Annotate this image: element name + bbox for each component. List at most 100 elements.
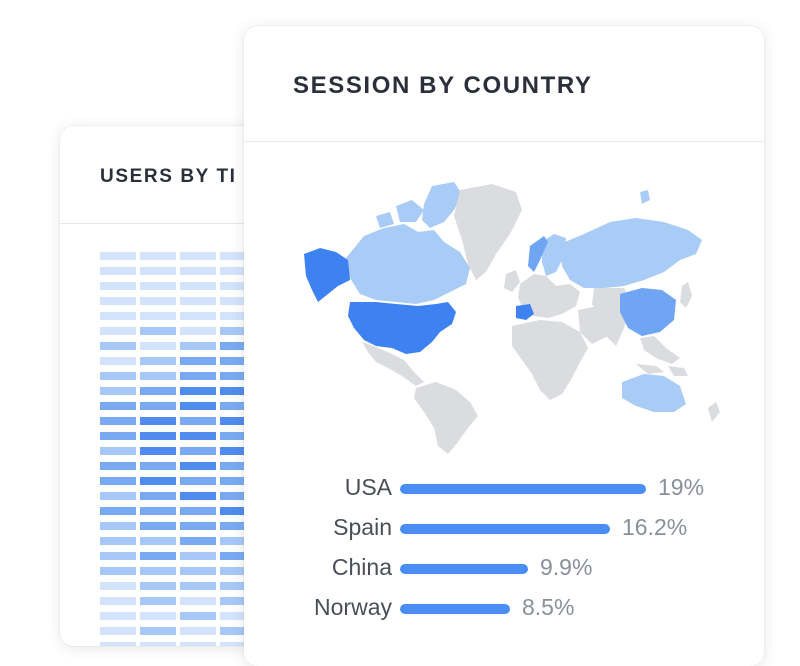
country-value: 19%	[658, 474, 705, 500]
session-by-country-card: SESSION BY COUNTRY	[244, 26, 764, 666]
heatmap-cell	[180, 612, 216, 620]
heatmap-cell	[100, 492, 136, 500]
heatmap-cell	[140, 492, 176, 500]
heatmap-cell	[140, 552, 176, 560]
heatmap-cell	[140, 297, 176, 305]
country-value: 8.5%	[522, 594, 575, 620]
heatmap-cell	[220, 357, 256, 365]
map-japan	[680, 282, 692, 308]
heatmap-cell	[100, 612, 136, 620]
heatmap-cell	[140, 432, 176, 440]
map-norway	[528, 236, 548, 272]
heatmap-cell	[220, 537, 256, 545]
heatmap-cell	[140, 372, 176, 380]
heatmap-cell	[140, 477, 176, 485]
heatmap-cell	[140, 342, 176, 350]
heatmap-cell	[180, 447, 216, 455]
heatmap-cell	[100, 567, 136, 575]
heatmap-cell	[180, 357, 216, 365]
heatmap-cell	[180, 462, 216, 470]
country-name: China	[331, 554, 392, 580]
heatmap-cell	[180, 402, 216, 410]
map-canada	[346, 224, 470, 304]
heatmap-cell	[140, 612, 176, 620]
map-africa	[512, 320, 588, 400]
heatmap-cell	[220, 462, 256, 470]
country-name: Norway	[314, 594, 392, 620]
heatmap-cell	[140, 267, 176, 275]
heatmap-cell	[100, 357, 136, 365]
heatmap-cell	[180, 477, 216, 485]
heatmap-cell	[140, 447, 176, 455]
heatmap-cell	[180, 507, 216, 515]
map-se-asia	[640, 336, 680, 364]
heatmap-cell	[220, 312, 256, 320]
heatmap-cell	[100, 312, 136, 320]
heatmap-cell	[100, 342, 136, 350]
users-card-title: USERS BY TI	[100, 166, 237, 187]
heatmap-cell	[180, 492, 216, 500]
heatmap-cell	[140, 282, 176, 290]
heatmap-cell	[140, 417, 176, 425]
map-russia-island	[640, 190, 650, 204]
heatmap-cell	[220, 552, 256, 560]
heatmap-cell	[100, 477, 136, 485]
heatmap-cell	[220, 507, 256, 515]
heatmap-cell	[140, 312, 176, 320]
map-china	[620, 288, 676, 336]
country-value: 9.9%	[540, 554, 593, 580]
heatmap-cell	[140, 537, 176, 545]
country-bar	[400, 484, 646, 494]
world-map	[304, 182, 720, 454]
heatmap-cell	[220, 252, 256, 260]
heatmap-cell	[180, 372, 216, 380]
country-row: China 9.9%	[244, 554, 764, 584]
heatmap-cell	[220, 522, 256, 530]
map-south-america	[414, 382, 478, 454]
map-arctic-islands	[376, 200, 424, 228]
heatmap-cell	[220, 342, 256, 350]
heatmap-cell	[220, 492, 256, 500]
heatmap-cell	[220, 267, 256, 275]
heatmap-cell	[140, 642, 176, 646]
country-bar	[400, 604, 510, 614]
heatmap-cell	[140, 507, 176, 515]
country-row: Norway 8.5%	[244, 594, 764, 624]
country-bar-fill	[400, 564, 528, 574]
country-value: 16.2%	[622, 514, 688, 540]
session-card-header: SESSION BY COUNTRY	[244, 26, 764, 142]
country-row: Spain 16.2%	[244, 514, 764, 544]
map-new-zealand	[708, 402, 720, 422]
heatmap-cell	[220, 387, 256, 395]
heatmap-cell	[100, 417, 136, 425]
heatmap-cell	[220, 327, 256, 335]
heatmap-cell	[180, 522, 216, 530]
heatmap-cell	[100, 447, 136, 455]
heatmap-cell	[100, 327, 136, 335]
country-bar-fill	[400, 524, 610, 534]
heatmap-cell	[220, 402, 256, 410]
heatmap-cell	[180, 312, 216, 320]
map-indonesia	[636, 364, 688, 376]
heatmap-cell	[100, 507, 136, 515]
heatmap-cell	[100, 627, 136, 635]
heatmap-cell	[100, 552, 136, 560]
heatmap-cell	[180, 252, 216, 260]
map-spain	[516, 304, 534, 320]
heatmap-cell	[180, 567, 216, 575]
heatmap-cell	[220, 297, 256, 305]
map-uk	[504, 270, 520, 292]
map-scandinavia	[542, 234, 566, 276]
heatmap-cell	[220, 582, 256, 590]
heatmap-cell	[140, 567, 176, 575]
heatmap-cell	[180, 327, 216, 335]
heatmap-cell	[140, 402, 176, 410]
heatmap-cell	[220, 567, 256, 575]
heatmap-cell	[140, 582, 176, 590]
heatmap-cell	[100, 372, 136, 380]
session-card-title: SESSION BY COUNTRY	[293, 72, 593, 99]
heatmap-cell	[180, 597, 216, 605]
country-bar	[400, 524, 610, 534]
heatmap-cell	[180, 387, 216, 395]
country-row: USA 19%	[244, 474, 764, 504]
